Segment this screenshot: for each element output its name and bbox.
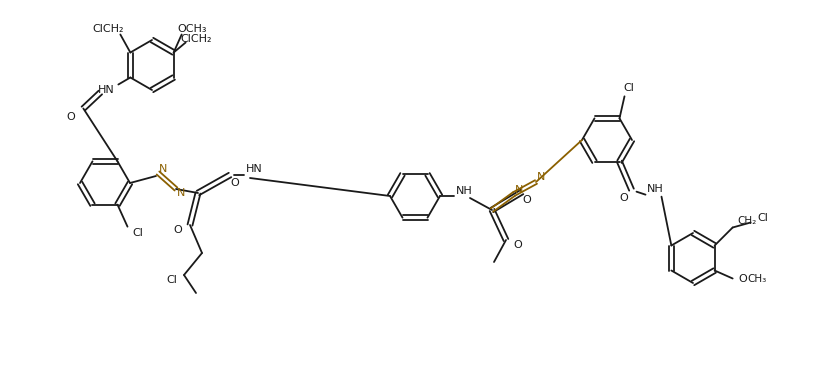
Text: N: N bbox=[177, 188, 185, 198]
Text: O: O bbox=[619, 192, 628, 203]
Text: O: O bbox=[523, 195, 531, 205]
Text: Cl: Cl bbox=[623, 83, 634, 93]
Text: CH₃: CH₃ bbox=[747, 274, 766, 283]
Text: ClCH₂: ClCH₂ bbox=[179, 33, 211, 44]
Text: O: O bbox=[738, 274, 747, 283]
Text: Cl: Cl bbox=[132, 228, 143, 238]
Text: O: O bbox=[231, 178, 239, 188]
Text: O: O bbox=[66, 111, 75, 122]
Text: NH: NH bbox=[647, 183, 664, 194]
Text: N: N bbox=[537, 172, 545, 182]
Text: CH₂: CH₂ bbox=[737, 216, 756, 225]
Text: O: O bbox=[514, 240, 523, 250]
Text: N: N bbox=[159, 164, 167, 174]
Text: HN: HN bbox=[98, 85, 115, 94]
Text: HN: HN bbox=[246, 164, 263, 174]
Text: N: N bbox=[515, 185, 524, 195]
Text: O: O bbox=[174, 225, 182, 235]
Text: Cl: Cl bbox=[757, 212, 768, 223]
Text: Cl: Cl bbox=[166, 275, 178, 285]
Text: NH: NH bbox=[455, 186, 472, 196]
Text: ClCH₂: ClCH₂ bbox=[92, 24, 124, 33]
Text: OCH₃: OCH₃ bbox=[177, 24, 206, 33]
